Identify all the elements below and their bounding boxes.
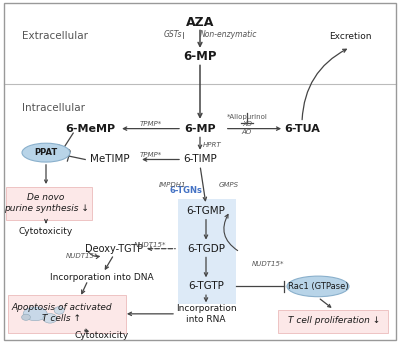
Text: IMPDH1: IMPDH1 [159, 182, 187, 188]
Text: 6-MP: 6-MP [184, 123, 216, 134]
Text: Deoxy-TGTP: Deoxy-TGTP [85, 244, 143, 254]
Text: Apoptosis of activated
T cells ↑: Apoptosis of activated T cells ↑ [12, 304, 112, 323]
Text: Non-enzymatic: Non-enzymatic [200, 31, 258, 39]
Text: GMPS: GMPS [219, 182, 239, 188]
Text: AZA: AZA [186, 16, 214, 29]
Ellipse shape [54, 307, 64, 314]
Text: NUDT15*: NUDT15* [134, 241, 166, 248]
Text: HPRT: HPRT [203, 142, 222, 148]
Text: NUDT15*: NUDT15* [252, 261, 284, 267]
Text: 6-MP: 6-MP [183, 50, 217, 63]
Text: T cell proliferation ↓: T cell proliferation ↓ [288, 316, 380, 325]
Text: 6-TUA: 6-TUA [284, 123, 320, 134]
Text: Excretion: Excretion [329, 32, 371, 40]
Text: NUDT15*: NUDT15* [66, 252, 98, 259]
Text: 6-TGMP: 6-TGMP [186, 206, 226, 216]
Text: TPMP*: TPMP* [139, 121, 162, 127]
Ellipse shape [22, 143, 70, 162]
Text: MeTIMP: MeTIMP [90, 154, 130, 165]
Ellipse shape [43, 314, 57, 323]
Ellipse shape [23, 307, 47, 321]
Bar [178, 199, 236, 304]
Text: Intracellular: Intracellular [22, 103, 85, 113]
Bar [6, 187, 92, 220]
Text: De novo
purine synthesis ↓: De novo purine synthesis ↓ [4, 193, 88, 213]
Text: 6-MeMP: 6-MeMP [65, 123, 115, 134]
Bar [8, 295, 126, 333]
Text: 6-TGDP: 6-TGDP [187, 244, 225, 254]
Text: *Allopurinol: *Allopurinol [226, 114, 267, 120]
Text: PPAT: PPAT [34, 148, 58, 157]
Text: Incorporation into DNA: Incorporation into DNA [50, 273, 154, 282]
Text: Cytotoxicity: Cytotoxicity [75, 331, 129, 340]
Text: 6-TIMP: 6-TIMP [183, 154, 217, 165]
Text: Rac1 (GTPase): Rac1 (GTPase) [288, 282, 348, 291]
Ellipse shape [22, 314, 30, 320]
Text: TPMP*: TPMP* [139, 152, 162, 158]
Text: Incorporation
into RNA: Incorporation into RNA [176, 304, 236, 323]
Ellipse shape [287, 276, 349, 297]
Text: 6-TGTP: 6-TGTP [188, 281, 224, 292]
Text: 6-TGNs: 6-TGNs [170, 186, 202, 195]
Text: Extracellular: Extracellular [22, 31, 88, 41]
Text: XO: XO [242, 121, 252, 127]
Text: AO: AO [242, 129, 252, 135]
Bar [278, 310, 388, 333]
Text: Cytotoxicity: Cytotoxicity [19, 227, 73, 236]
Text: GSTs: GSTs [164, 31, 182, 39]
